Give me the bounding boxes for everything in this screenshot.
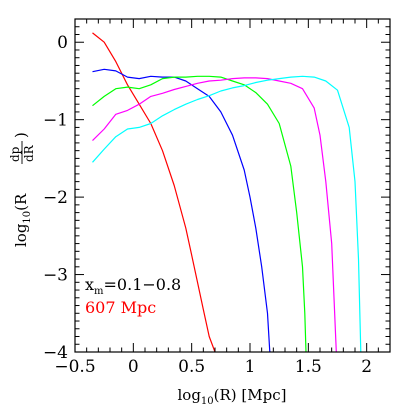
x-tick-label: 1 <box>245 357 256 377</box>
series-line-5 <box>92 75 362 352</box>
y-label-denominator: dR <box>22 144 36 162</box>
x-tick-label: 0 <box>128 357 139 377</box>
series-line-2 <box>92 68 271 352</box>
y-axis-label: log10(R dp dR ) <box>8 132 36 247</box>
series-line-3 <box>92 75 307 352</box>
axis-ticks: −0.5 0 0.5 1 1.5 2 −4 −3 −2 −1 0 <box>43 18 391 377</box>
y-label-numerator: dp <box>8 146 22 162</box>
y-tick-label: 0 <box>57 33 68 53</box>
series-line-1 <box>92 32 216 352</box>
x-axis-label: log10(R) [Mpc] <box>177 386 286 407</box>
legend-annotation: xm=0.1−0.8 607 Mpc <box>85 275 181 317</box>
plot-frame <box>74 18 391 353</box>
x-tick-label: 1.5 <box>295 357 322 377</box>
annotation-xm: xm=0.1−0.8 <box>85 275 181 297</box>
series-lines <box>92 32 362 352</box>
svg-text:log10(R: log10(R <box>12 193 33 247</box>
y-tick-label: −2 <box>43 188 68 208</box>
y-label-close: ) <box>12 132 30 138</box>
y-tick-label: −1 <box>43 111 68 131</box>
x-tick-label: −0.5 <box>54 357 95 377</box>
series-line-4 <box>92 77 337 352</box>
annotation-distance: 607 Mpc <box>85 298 156 317</box>
y-tick-label: −4 <box>43 343 68 363</box>
y-tick-label: −3 <box>43 266 68 286</box>
x-tick-label: 0.5 <box>178 357 205 377</box>
x-tick-label: 2 <box>361 357 372 377</box>
